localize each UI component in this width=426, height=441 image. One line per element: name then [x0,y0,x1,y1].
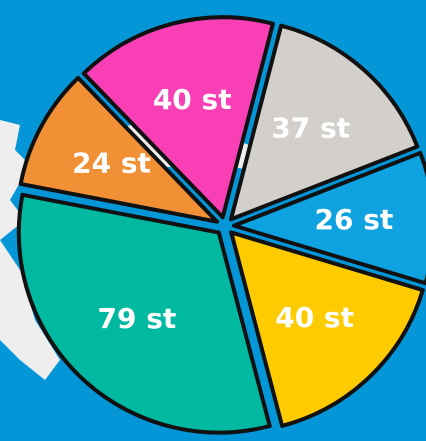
value-label: 24 st [72,147,151,180]
value-label: 40 st [153,83,232,116]
value-label: 26 st [315,203,394,236]
value-label: 37 st [271,112,350,145]
page: 40 st37 st26 st40 st79 st24 st (() => { … [0,0,426,441]
value-label: 40 st [275,301,354,334]
value-label: 79 st [98,302,177,335]
chart: 40 st 37 st 26 st 40 st 79 st 24 st [0,0,426,441]
